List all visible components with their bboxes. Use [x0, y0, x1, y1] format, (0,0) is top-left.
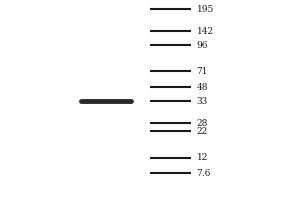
Text: 7.6: 7.6 — [196, 168, 211, 178]
Text: 33: 33 — [196, 97, 208, 106]
Text: 12: 12 — [196, 154, 208, 162]
Text: 195: 195 — [196, 4, 214, 14]
Text: 96: 96 — [196, 40, 208, 49]
Text: 71: 71 — [196, 66, 208, 75]
Text: 142: 142 — [196, 26, 214, 36]
Text: 28: 28 — [196, 118, 208, 128]
Text: 22: 22 — [196, 127, 208, 136]
Text: 48: 48 — [196, 83, 208, 92]
